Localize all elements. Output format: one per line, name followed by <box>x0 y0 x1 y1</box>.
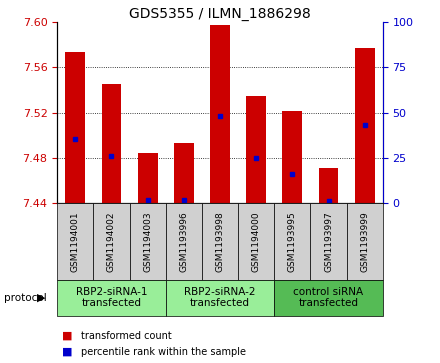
Text: GSM1194002: GSM1194002 <box>107 211 116 272</box>
Text: transformed count: transformed count <box>81 331 172 341</box>
Text: ■: ■ <box>62 331 72 341</box>
Text: percentile rank within the sample: percentile rank within the sample <box>81 347 246 357</box>
Text: GSM1193999: GSM1193999 <box>360 211 369 272</box>
Text: GSM1193998: GSM1193998 <box>216 211 224 272</box>
Bar <box>66 52 85 203</box>
Text: RBP2-siRNA-2
transfected: RBP2-siRNA-2 transfected <box>184 287 256 309</box>
Text: GSM1194000: GSM1194000 <box>252 211 260 272</box>
Bar <box>319 168 338 203</box>
Text: ▶: ▶ <box>37 293 46 303</box>
Text: GSM1194001: GSM1194001 <box>71 211 80 272</box>
Bar <box>355 48 375 203</box>
Text: RBP2-siRNA-1
transfected: RBP2-siRNA-1 transfected <box>76 287 147 309</box>
Bar <box>246 95 266 203</box>
Bar <box>210 25 230 203</box>
Text: GSM1193997: GSM1193997 <box>324 211 333 272</box>
Text: GSM1193995: GSM1193995 <box>288 211 297 272</box>
Text: GSM1193996: GSM1193996 <box>180 211 188 272</box>
Bar <box>138 153 158 203</box>
Bar <box>282 111 302 203</box>
Text: control siRNA
transfected: control siRNA transfected <box>293 287 363 309</box>
Text: protocol: protocol <box>4 293 47 303</box>
Title: GDS5355 / ILMN_1886298: GDS5355 / ILMN_1886298 <box>129 7 311 21</box>
Bar <box>102 84 121 203</box>
Bar <box>174 143 194 203</box>
Text: ■: ■ <box>62 347 72 357</box>
Text: GSM1194003: GSM1194003 <box>143 211 152 272</box>
